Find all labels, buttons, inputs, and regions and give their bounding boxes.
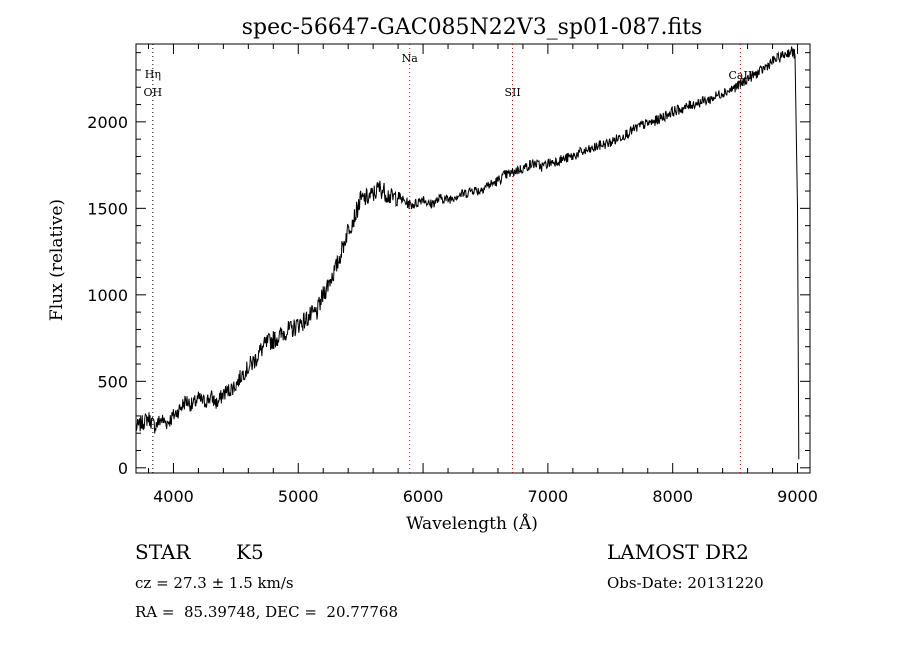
y-tick-label: 2000 xyxy=(87,113,128,132)
spectrum-line xyxy=(135,46,800,460)
x-tick-label: 6000 xyxy=(403,487,444,506)
x-axis-label: Wavelength (Å) xyxy=(406,513,538,534)
spectral-line-label: Hη xyxy=(145,68,161,81)
chart-title: spec-56647-GAC085N22V3_sp01-087.fits xyxy=(242,15,703,40)
spectral-line-label: Na xyxy=(402,52,419,65)
survey-name: LAMOST DR2 xyxy=(607,540,749,564)
spectral-line-label: SII xyxy=(504,86,520,99)
plot-frame xyxy=(135,43,811,474)
x-tick-label: 8000 xyxy=(652,487,693,506)
spectral-line-label: OH xyxy=(144,86,163,99)
redshift-text: cz = 27.3 ± 1.5 km/s xyxy=(135,574,294,592)
y-axis-label: Flux (relative) xyxy=(47,199,67,321)
y-tick-label: 1500 xyxy=(87,199,128,218)
subclass: K5 xyxy=(236,540,264,564)
object-class: STAR xyxy=(135,540,191,564)
spectral-line-label: CaII xyxy=(729,69,753,82)
x-tick-label: 4000 xyxy=(153,487,194,506)
y-tick-label: 500 xyxy=(97,372,128,391)
x-tick-label: 5000 xyxy=(278,487,319,506)
y-tick-label: 1000 xyxy=(87,286,128,305)
x-tick-label: 9000 xyxy=(777,487,818,506)
obs-date-text: Obs-Date: 20131220 xyxy=(607,574,764,592)
y-tick-label: 0 xyxy=(118,459,128,478)
x-tick-label: 7000 xyxy=(528,487,569,506)
coordinates-text: RA = 85.39748, DEC = 20.77768 xyxy=(135,603,399,621)
